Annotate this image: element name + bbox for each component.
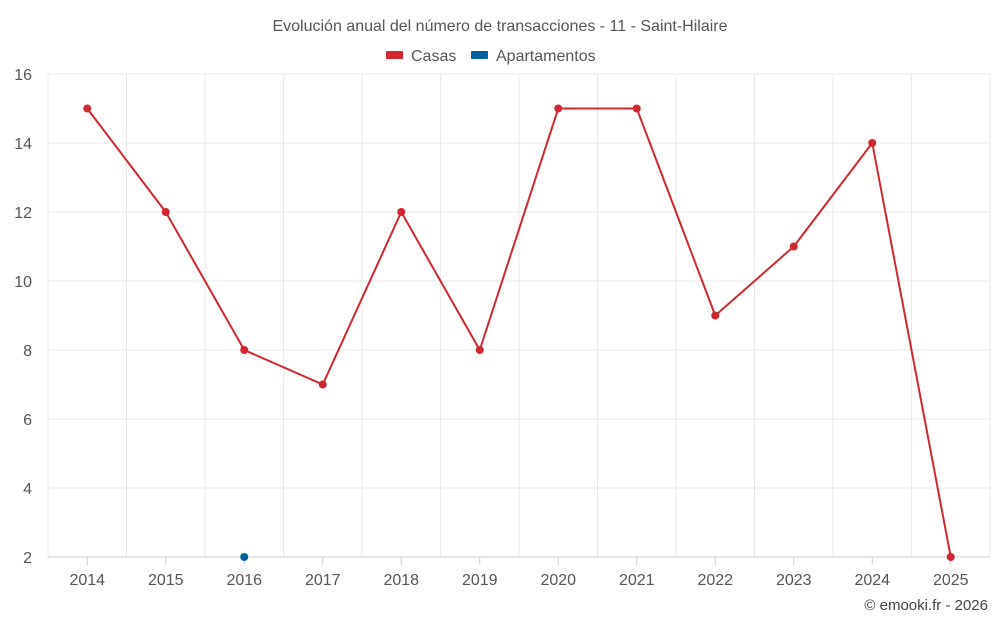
y-axis: 2 4 6 8 10 12 14 16 — [14, 67, 32, 567]
x-tick-label: 2017 — [305, 572, 341, 589]
y-tick-label: 4 — [23, 481, 32, 498]
data-point-casas[interactable] — [475, 346, 484, 354]
series-casas — [83, 104, 955, 561]
data-point-casas[interactable] — [711, 311, 720, 320]
legend-swatch-apartamentos — [471, 51, 488, 59]
legend-label-apartamentos: Apartamentos — [496, 48, 596, 65]
legend-label-casas: Casas — [411, 48, 456, 65]
y-tick-label: 12 — [14, 205, 32, 222]
x-tick-label: 2019 — [462, 572, 498, 589]
y-tick-label: 6 — [23, 412, 32, 429]
y-tick-label: 16 — [14, 67, 32, 84]
data-point-casas[interactable] — [789, 242, 798, 251]
data-point-apartamentos[interactable] — [240, 553, 249, 561]
x-tick-label: 2015 — [148, 572, 184, 589]
legend-item-casas[interactable]: Casas — [386, 48, 456, 65]
legend-swatch-casas — [386, 51, 403, 59]
data-point-casas[interactable] — [868, 139, 877, 147]
data-point-casas[interactable] — [240, 346, 249, 354]
data-point-casas[interactable] — [161, 208, 170, 216]
y-tick-label: 14 — [14, 136, 32, 153]
x-tick-label: 2021 — [619, 572, 655, 589]
data-point-casas[interactable] — [554, 104, 563, 113]
credit-text: © emooki.fr - 2026 — [864, 597, 988, 614]
series-apartamentos — [240, 553, 249, 561]
legend-item-apartamentos[interactable]: Apartamentos — [471, 48, 596, 65]
y-tick-label: 2 — [23, 550, 32, 567]
data-point-casas[interactable] — [83, 104, 92, 113]
x-tick-label: 2024 — [854, 572, 890, 589]
y-tick-label: 8 — [23, 343, 32, 360]
grid — [47, 73, 991, 558]
x-axis: 2014 2015 2016 2017 2018 2019 2020 2021 2022 2023… — [48, 556, 990, 589]
x-tick-label: 2016 — [226, 572, 262, 589]
chart-title: Evolución anual del número de transaccio… — [272, 18, 727, 35]
data-point-casas[interactable] — [946, 553, 955, 561]
legend: Casas Apartamentos — [386, 48, 596, 65]
data-point-casas[interactable] — [318, 380, 327, 389]
x-tick-label: 2014 — [69, 572, 105, 589]
x-tick-label: 2025 — [933, 572, 969, 589]
x-tick-label: 2018 — [383, 572, 419, 589]
x-tick-label: 2020 — [540, 572, 576, 589]
y-tick-label: 10 — [14, 274, 32, 291]
series-line-casas — [86, 107, 952, 558]
x-tick-label: 2022 — [697, 572, 733, 589]
series — [83, 104, 955, 561]
data-point-casas[interactable] — [397, 208, 406, 216]
x-tick-label: 2023 — [776, 572, 812, 589]
data-point-casas[interactable] — [632, 104, 641, 113]
